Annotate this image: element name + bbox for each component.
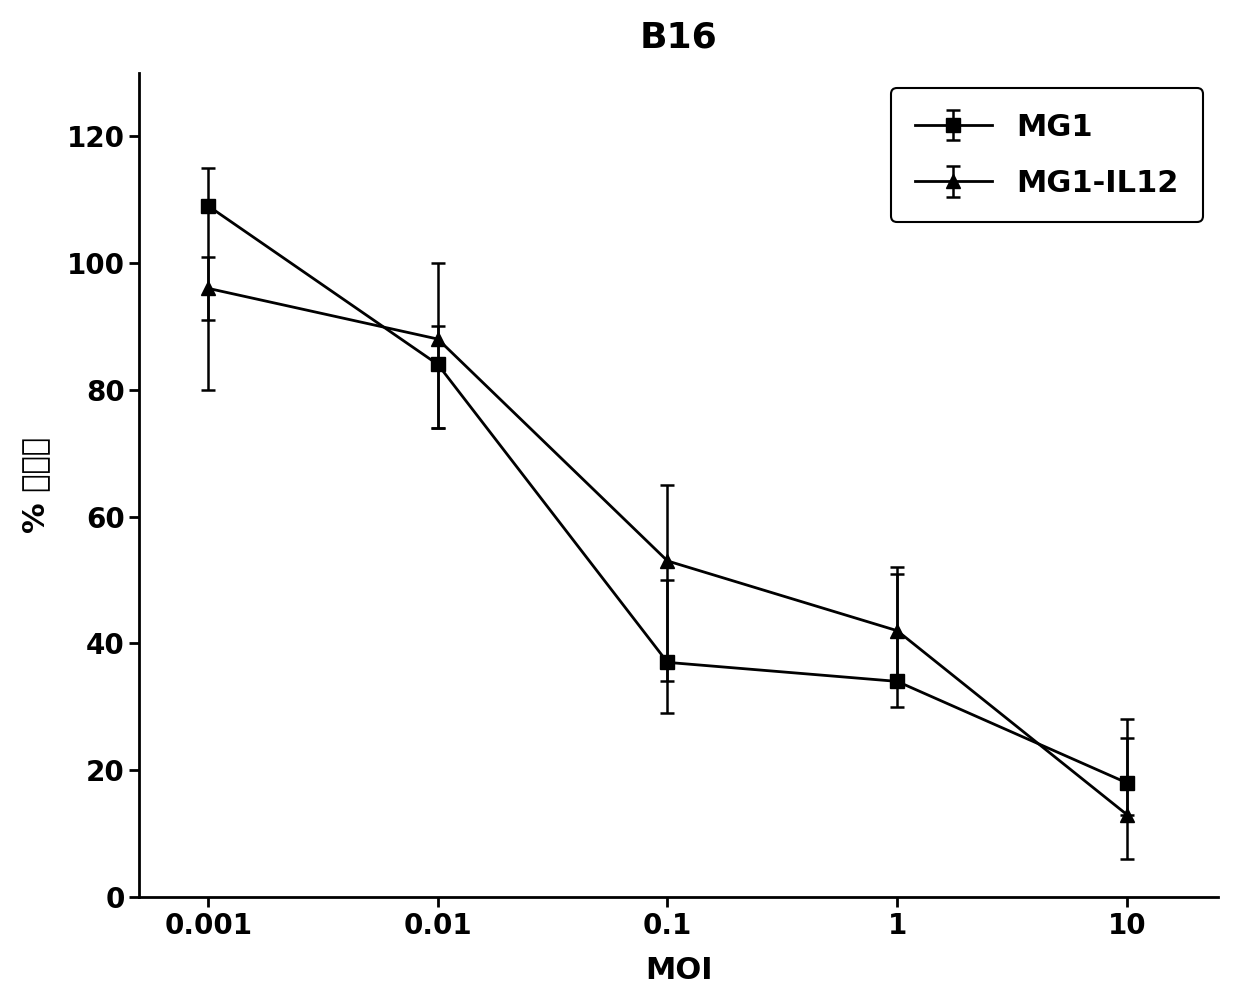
Title: B16: B16 (639, 21, 717, 55)
X-axis label: MOI: MOI (644, 956, 712, 985)
Y-axis label: % 活细胞: % 活细胞 (21, 437, 50, 533)
Legend: MG1, MG1-IL12: MG1, MG1-IL12 (891, 89, 1203, 222)
